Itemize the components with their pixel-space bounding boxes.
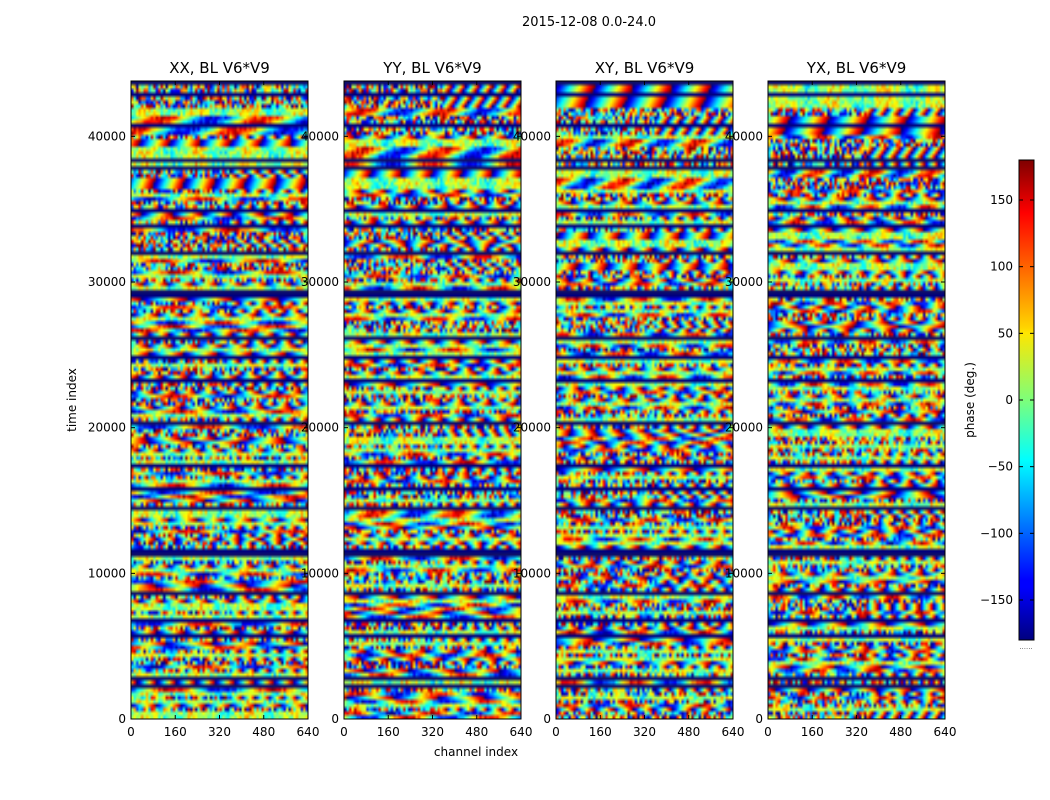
y-tick-label: 0 (755, 712, 763, 726)
y-tick-label: 40000 (513, 129, 551, 143)
x-tick-label: 160 (377, 725, 400, 739)
x-tick-label: 480 (252, 725, 275, 739)
x-tick-label: 480 (465, 725, 488, 739)
y-tick-label: 30000 (88, 275, 126, 289)
x-tick-label: 320 (421, 725, 444, 739)
panel-4-title: YX, BL V6*V9 (806, 59, 907, 77)
y-tick-label: 30000 (725, 275, 763, 289)
colorbar-ticks: −150 −100 −50 0 50 100 150 (980, 193, 1034, 607)
y-tick-label: 20000 (88, 421, 126, 435)
panel-1-heatmap (131, 81, 308, 719)
y-tick-label: 0 (543, 712, 551, 726)
y-tick-label: 40000 (301, 129, 339, 143)
panels: XX, BL V6*V9 0 160 320 480 640 0 10000 20000 3000… (88, 59, 957, 739)
x-tick-label: 0 (764, 725, 772, 739)
panel-4-heatmap (768, 81, 945, 719)
y-tick-label: 10000 (513, 566, 551, 580)
x-tick-label: 0 (127, 725, 135, 739)
y-tick-label: 20000 (301, 421, 339, 435)
x-tick-label: 320 (208, 725, 231, 739)
y-tick-label: 20000 (513, 421, 551, 435)
colorbar-tick-label: 50 (998, 326, 1013, 340)
panel-2-heatmap (344, 81, 521, 719)
colorbar-tick-label: 100 (990, 260, 1013, 274)
x-tick-label: 0 (340, 725, 348, 739)
panel-4: YX, BL V6*V9 0 160 320 480 640 0 10000 20000 3000… (725, 59, 957, 739)
x-tick-label: 160 (164, 725, 187, 739)
colorbar-tick-label: 0 (1005, 393, 1013, 407)
x-tick-label: 320 (633, 725, 656, 739)
panel-2-title: YY, BL V6*V9 (382, 59, 481, 77)
x-axis-label: channel index (434, 745, 518, 759)
colorbar-tick-label: −100 (980, 526, 1013, 540)
colorbar: −150 −100 −50 0 50 100 150 phase (deg.) ...... (963, 159, 1035, 651)
y-tick-label: 40000 (88, 129, 126, 143)
y-tick-label: 0 (331, 712, 339, 726)
y-tick-label: 10000 (725, 566, 763, 580)
x-tick-label: 160 (801, 725, 824, 739)
y-tick-label: 30000 (301, 275, 339, 289)
panel-3-heatmap (556, 81, 733, 719)
x-tick-label: 640 (297, 725, 320, 739)
figure-title: 2015-12-08 0.0-24.0 (522, 15, 656, 30)
y-tick-label: 10000 (88, 566, 126, 580)
x-tick-label: 160 (589, 725, 612, 739)
colorbar-tick-label: 150 (990, 193, 1013, 207)
panel-3: XY, BL V6*V9 0 160 320 480 640 0 10000 20000 3000… (513, 59, 745, 739)
x-tick-label: 640 (934, 725, 957, 739)
x-tick-label: 480 (677, 725, 700, 739)
panel-3-title: XY, BL V6*V9 (595, 59, 695, 77)
y-axis-label: time index (65, 368, 79, 432)
colorbar-label: phase (deg.) (963, 362, 977, 438)
y-tick-label: 10000 (301, 566, 339, 580)
panel-2: YY, BL V6*V9 0 160 320 480 640 0 10000 20000 3000… (301, 59, 533, 739)
x-tick-label: 640 (510, 725, 533, 739)
colorbar-offset-text: ...... (1019, 643, 1032, 651)
y-tick-label: 20000 (725, 421, 763, 435)
x-tick-label: 0 (552, 725, 560, 739)
x-tick-label: 480 (889, 725, 912, 739)
y-tick-label: 30000 (513, 275, 551, 289)
colorbar-tick-label: −150 (980, 593, 1013, 607)
x-tick-label: 320 (845, 725, 868, 739)
x-tick-label: 640 (722, 725, 745, 739)
panel-1: XX, BL V6*V9 0 160 320 480 640 0 10000 20000 3000… (88, 59, 320, 739)
y-tick-label: 0 (118, 712, 126, 726)
colorbar-tick-label: −50 (988, 460, 1013, 474)
panel-1-title: XX, BL V6*V9 (169, 59, 270, 77)
y-tick-label: 40000 (725, 129, 763, 143)
